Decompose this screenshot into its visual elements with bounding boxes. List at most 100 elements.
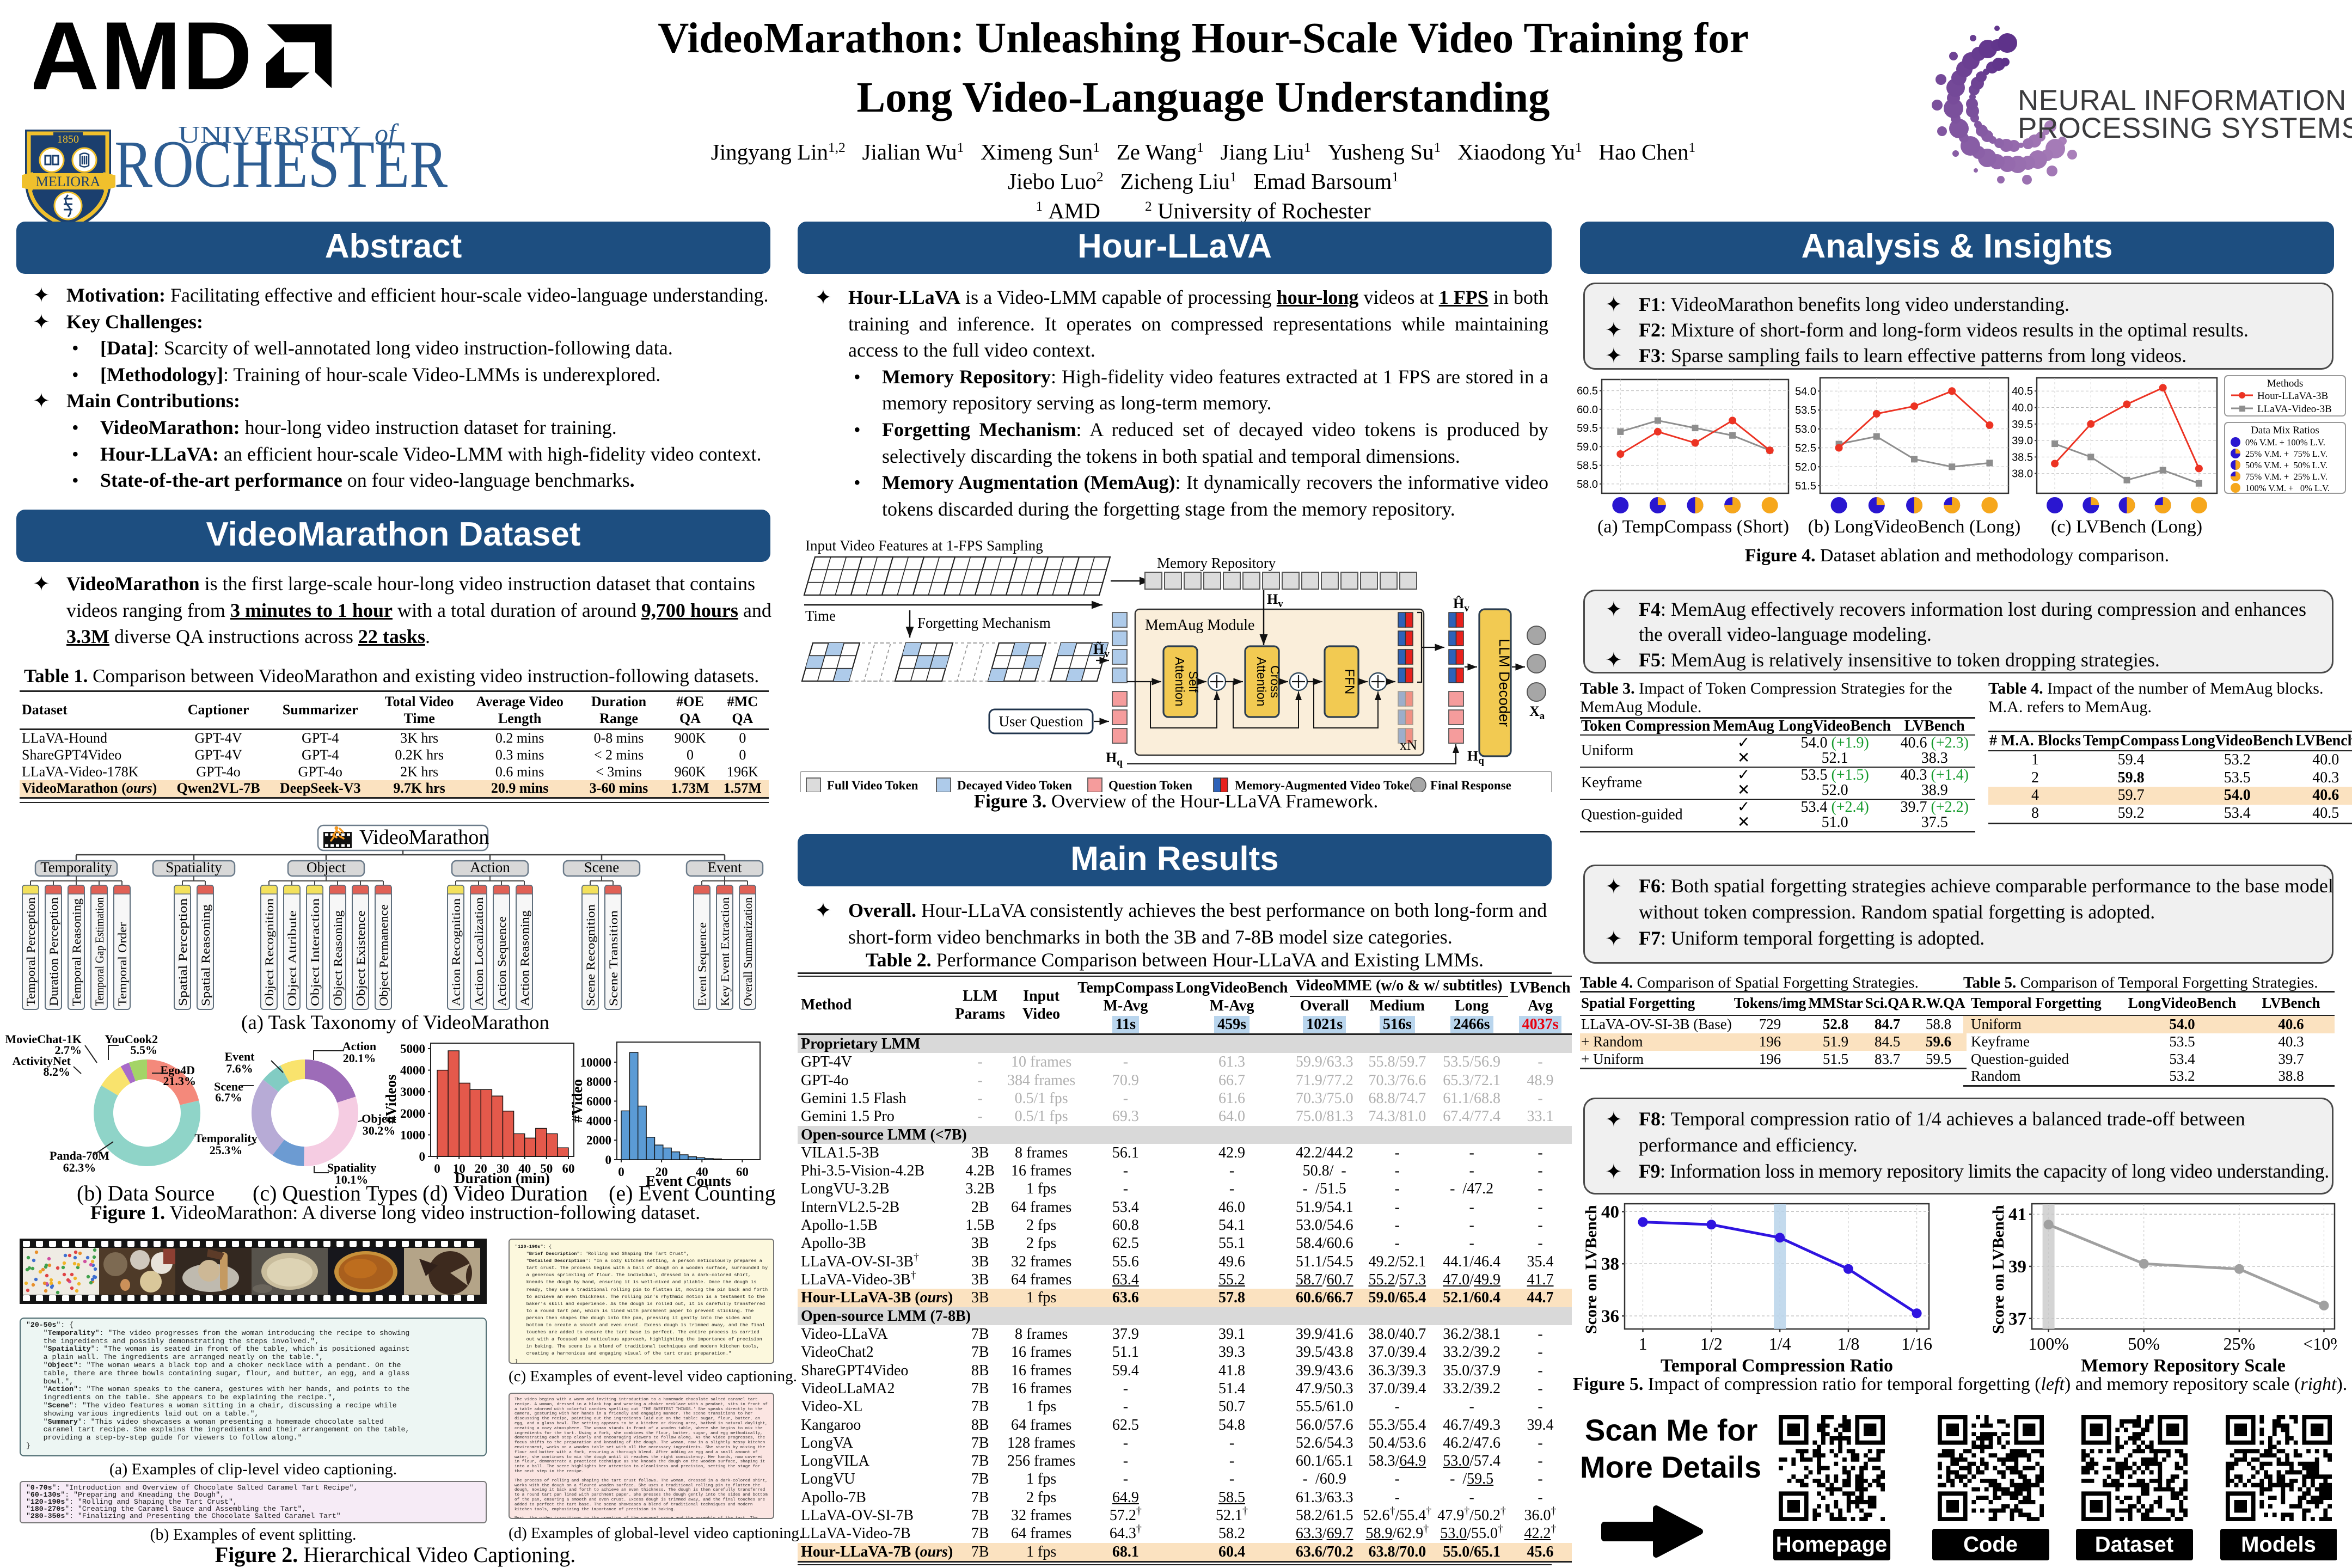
svg-text:<10%: <10% xyxy=(2303,1334,2337,1353)
svg-text:User Question: User Question xyxy=(999,713,1083,730)
svg-text:Key Event Extraction: Key Event Extraction xyxy=(718,897,732,1006)
svg-text:1: 1 xyxy=(1639,1334,1647,1353)
svg-text:Scene: Scene xyxy=(214,1080,243,1093)
svg-text:Score on LVBench: Score on LVBench xyxy=(1989,1205,2007,1334)
svg-text:25%: 25% xyxy=(2224,1334,2256,1353)
svg-text:(c) LVBench (Long): (c) LVBench (Long) xyxy=(2051,517,2202,537)
svg-text:6000: 6000 xyxy=(586,1095,611,1108)
svg-text:Object Existence: Object Existence xyxy=(354,910,367,1006)
svg-text:Homepage: Homepage xyxy=(1776,1533,1888,1557)
svg-text:58.0: 58.0 xyxy=(1577,479,1598,491)
svg-text:More Details: More Details xyxy=(1580,1450,1761,1484)
svg-text:Hour-LLaVA-3B: Hour-LLaVA-3B xyxy=(2257,390,2328,402)
svg-text:7.6%: 7.6% xyxy=(226,1062,253,1075)
svg-text:38: 38 xyxy=(1601,1254,1619,1274)
svg-text:Object Permanence: Object Permanence xyxy=(377,904,390,1006)
svg-text:Decayed Video Token: Decayed Video Token xyxy=(957,779,1072,792)
svg-text:62.3%: 62.3% xyxy=(63,1161,96,1174)
svg-text:38.5: 38.5 xyxy=(2012,451,2033,463)
svg-text:1/2: 1/2 xyxy=(1700,1334,1723,1353)
svg-text:10.1%: 10.1% xyxy=(335,1173,369,1186)
svg-text:Temporality: Temporality xyxy=(40,859,112,875)
svg-text:41: 41 xyxy=(2008,1205,2026,1224)
svg-text:Scan Me for: Scan Me for xyxy=(1585,1413,1757,1447)
svg-text:Duration Perception: Duration Perception xyxy=(47,897,60,1006)
svg-text:2.7%: 2.7% xyxy=(55,1043,82,1057)
svg-text:Models: Models xyxy=(2241,1533,2316,1557)
svg-text:30: 30 xyxy=(497,1162,509,1175)
svg-text:59.5: 59.5 xyxy=(1577,422,1598,434)
svg-text:Time: Time xyxy=(805,608,836,624)
svg-text:Action Recognition: Action Recognition xyxy=(449,898,463,1006)
svg-text:MovieChat-1K: MovieChat-1K xyxy=(5,1032,82,1046)
svg-text:(a) TempCompass (Short): (a) TempCompass (Short) xyxy=(1597,517,1789,537)
svg-text:AMD: AMD xyxy=(34,14,253,96)
svg-text:2000: 2000 xyxy=(586,1134,611,1147)
svg-text:Scene Transition: Scene Transition xyxy=(607,910,620,1006)
svg-text:39: 39 xyxy=(2008,1257,2026,1277)
svg-text:40.0: 40.0 xyxy=(2012,402,2033,414)
svg-text:Full Video Token: Full Video Token xyxy=(827,779,918,792)
svg-text:20.1%: 20.1% xyxy=(343,1051,376,1065)
svg-text:Attention: Attention xyxy=(1173,657,1187,707)
svg-text:Object Recognition: Object Recognition xyxy=(262,898,276,1006)
svg-text:Action Sequence: Action Sequence xyxy=(495,916,509,1006)
svg-text:Forgetting Mechanism: Forgetting Mechanism xyxy=(917,615,1051,631)
svg-text:Methods: Methods xyxy=(2267,378,2304,389)
svg-text:40: 40 xyxy=(1601,1202,1619,1222)
svg-text:100%: 100% xyxy=(2028,1334,2069,1353)
svg-text:20: 20 xyxy=(475,1162,487,1175)
svg-text:Xa: Xa xyxy=(1529,703,1545,722)
svg-text:5000: 5000 xyxy=(400,1042,425,1056)
svg-text:60.5: 60.5 xyxy=(1577,385,1598,397)
svg-text:39.5: 39.5 xyxy=(2012,419,2033,431)
svg-text:0% V.M. + 100% L.V.: 0% V.M. + 100% L.V. xyxy=(2245,437,2325,448)
svg-text:4000: 4000 xyxy=(400,1064,425,1077)
svg-text:Memory Repository Scale: Memory Repository Scale xyxy=(2081,1356,2286,1375)
svg-text:60: 60 xyxy=(562,1162,575,1175)
svg-text:0: 0 xyxy=(605,1153,612,1167)
svg-text:Event Sequence: Event Sequence xyxy=(695,922,709,1006)
svg-text:1/16: 1/16 xyxy=(1901,1334,1932,1353)
svg-text:Object Attribute: Object Attribute xyxy=(285,910,299,1006)
svg-text:Memory-Augmented Video Token: Memory-Augmented Video Token xyxy=(1235,779,1417,792)
svg-text:Temporal Gap Estimation: Temporal Gap Estimation xyxy=(93,897,106,1006)
svg-text:52.0: 52.0 xyxy=(1795,461,1816,473)
svg-text:Scene: Scene xyxy=(584,859,619,875)
svg-text:1000: 1000 xyxy=(400,1128,425,1142)
svg-text:Hv: Hv xyxy=(1267,591,1283,610)
svg-text:38.0: 38.0 xyxy=(2012,468,2033,480)
svg-text:Dataset: Dataset xyxy=(2095,1533,2174,1557)
svg-text:Data Mix Ratios: Data Mix Ratios xyxy=(2251,425,2319,436)
svg-text:8.2%: 8.2% xyxy=(44,1065,71,1079)
svg-text:LLM Decoder: LLM Decoder xyxy=(1496,639,1512,727)
svg-text:Action: Action xyxy=(470,859,510,875)
svg-text:Object: Object xyxy=(362,1112,396,1125)
svg-text:Hq: Hq xyxy=(1106,750,1123,768)
svg-text:60: 60 xyxy=(736,1165,749,1179)
svg-text:58.5: 58.5 xyxy=(1577,460,1598,472)
svg-text:54.0: 54.0 xyxy=(1795,385,1816,397)
svg-text:MemAug Module: MemAug Module xyxy=(1145,617,1254,634)
svg-text:1/4: 1/4 xyxy=(1769,1334,1791,1353)
svg-text:Temporality: Temporality xyxy=(194,1131,257,1145)
svg-text:Code: Code xyxy=(1963,1533,2018,1557)
svg-text:1/8: 1/8 xyxy=(1837,1334,1859,1353)
svg-text:Temporal Order: Temporal Order xyxy=(115,922,129,1006)
svg-text:LLaVA-Video-3B: LLaVA-Video-3B xyxy=(2257,403,2332,415)
svg-text:Question Token: Question Token xyxy=(1108,779,1192,792)
svg-text:10000: 10000 xyxy=(580,1056,612,1069)
svg-text:4000: 4000 xyxy=(586,1114,611,1128)
svg-text:Temporal Perception: Temporal Perception xyxy=(24,897,38,1006)
svg-text:(b) LongVideoBench (Long): (b) LongVideoBench (Long) xyxy=(1808,517,2021,537)
svg-text:39.0: 39.0 xyxy=(2012,435,2033,447)
svg-text:Event Counts: Event Counts xyxy=(646,1173,731,1189)
svg-text:Spatiality: Spatiality xyxy=(166,859,222,875)
svg-text:Object: Object xyxy=(307,859,346,875)
svg-text:75% V.M. + 25% L.V.: 75% V.M. + 25% L.V. xyxy=(2245,471,2328,482)
svg-text:25.3%: 25.3% xyxy=(210,1143,243,1157)
svg-text:#Videos: #Videos xyxy=(383,1074,399,1124)
svg-text:Action: Action xyxy=(342,1039,376,1053)
svg-text:Spatiality: Spatiality xyxy=(327,1161,376,1174)
svg-text:53.0: 53.0 xyxy=(1795,424,1816,436)
